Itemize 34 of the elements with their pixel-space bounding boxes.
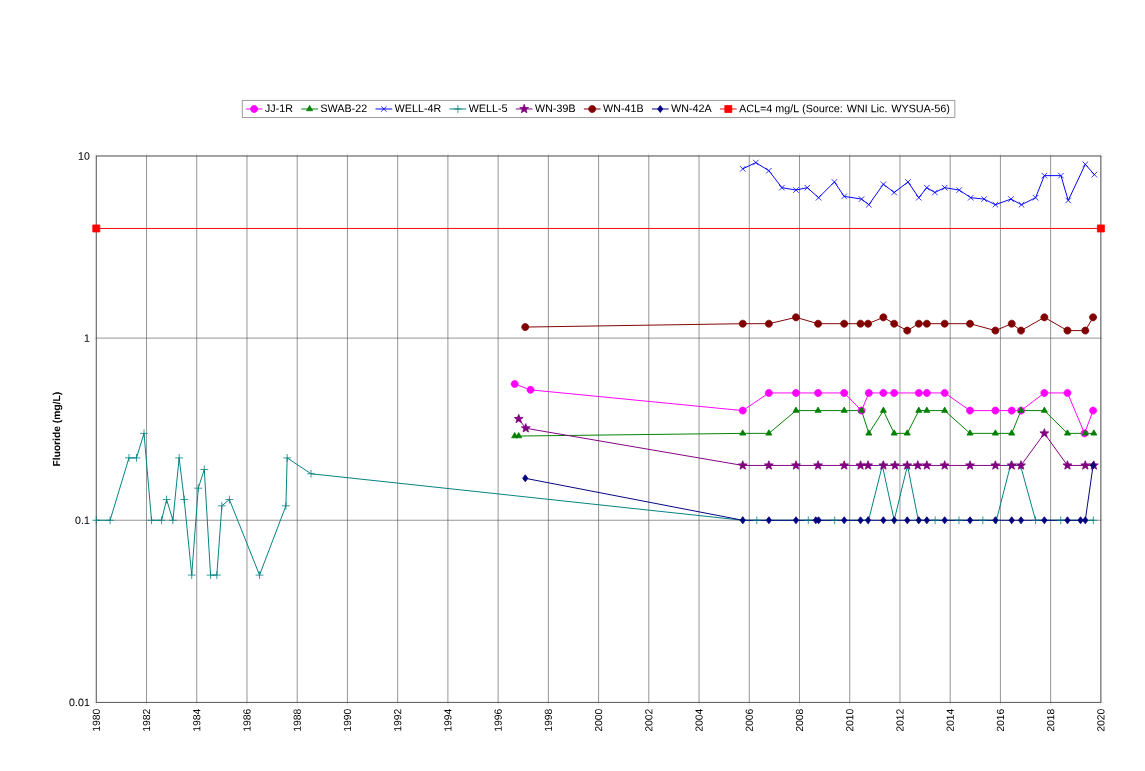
x-tick-label: 1994: [444, 709, 452, 731]
x-tick-label: 1986: [243, 709, 251, 731]
y-tick-label: 0.01: [69, 698, 90, 707]
x-tick-label: 1984: [193, 709, 201, 731]
x-tick-label: 1980: [92, 709, 100, 731]
x-tick-label: 1992: [394, 709, 402, 731]
legend-label: JJ-1R: [265, 104, 293, 113]
x-tick-label: 1982: [142, 709, 151, 731]
legend-label: WN-42A: [671, 104, 712, 112]
x-tick-label: 2006: [745, 709, 753, 732]
y-tick-label: 0.1: [75, 516, 90, 525]
legend-label: SWAB-22: [320, 104, 367, 113]
x-tick-label: 2018: [1047, 709, 1055, 732]
x-tick-label: 2008: [795, 709, 804, 732]
y-tick-label: 10: [78, 152, 90, 160]
legend-label: WN-41B: [603, 104, 644, 112]
x-tick-label: 2016: [996, 709, 1005, 732]
y-tick-label: 1: [84, 334, 90, 342]
x-tick-label: 1990: [343, 709, 352, 731]
x-tick-label: 2012: [896, 709, 904, 732]
legend-label: WELL-5: [468, 104, 508, 113]
x-tick-label: 2000: [594, 709, 603, 732]
x-tick-label: 1996: [494, 709, 502, 731]
legend-label: ACL=4 mg/L (Source: WNI Lic. WYSUA-56): [739, 104, 950, 115]
y-axis-title: Fluoride (mg/L): [52, 392, 63, 466]
x-tick-label: 2014: [946, 709, 954, 732]
x-tick-label: 2020: [1097, 709, 1105, 732]
x-tick-label: 2004: [695, 709, 703, 732]
x-tick-label: 1988: [293, 709, 301, 731]
legend-label: WELL-4R: [394, 104, 441, 112]
x-tick-label: 2002: [645, 709, 653, 732]
x-tick-label: 2010: [846, 709, 854, 732]
legend-label: WN-39B: [535, 104, 575, 113]
x-tick-label: 1998: [544, 709, 552, 731]
